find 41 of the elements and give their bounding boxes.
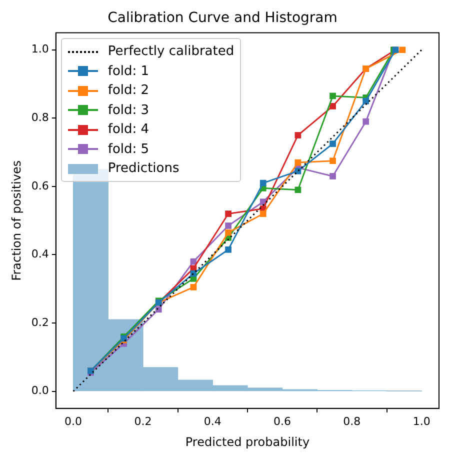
x-tick-label: 0.2 [134,414,152,428]
point [190,284,197,290]
x-axis-title: Predicted probability [185,434,310,449]
point [399,46,406,54]
y-axis-title: Fraction of positives [9,160,24,281]
legend-label: fold: 4 [108,122,150,138]
y-tick-label: 0.4 [31,248,49,261]
chart-title: Calibration Curve and Histogram [108,10,338,26]
legend-label: fold: 5 [108,142,150,157]
legend-label: fold: 3 [108,102,150,118]
legend-label: Perfectly calibrated [108,44,234,60]
point [155,306,162,313]
point [294,132,302,138]
point [330,140,336,147]
legend-label: Predictions [108,161,180,176]
x-tick-label: 0.8 [343,414,361,428]
x-tick-label: 0.4 [204,414,222,428]
point [330,103,336,110]
point [190,258,197,265]
x-tick-label: 0.0 [64,414,82,428]
point [225,229,232,236]
legend-label: fold: 1 [108,64,150,79]
point [362,98,370,104]
point [330,158,336,164]
point [260,210,266,217]
point [225,210,232,217]
y-tick-label: 0.6 [31,179,49,192]
point [362,118,370,125]
point [330,92,336,100]
x-tick-label: 0.6 [274,414,292,428]
y-tick-label: 0.8 [31,111,49,124]
x-tick-label: 1.0 [412,414,430,428]
legend-label: fold: 2 [108,83,150,98]
point [330,173,336,180]
point [225,222,232,229]
point [294,186,302,194]
point [260,180,266,186]
y-tick-label: 0.0 [31,384,49,398]
point [225,246,232,253]
y-tick-label: 0.2 [31,316,49,329]
y-tick-label: 1.0 [31,42,49,56]
